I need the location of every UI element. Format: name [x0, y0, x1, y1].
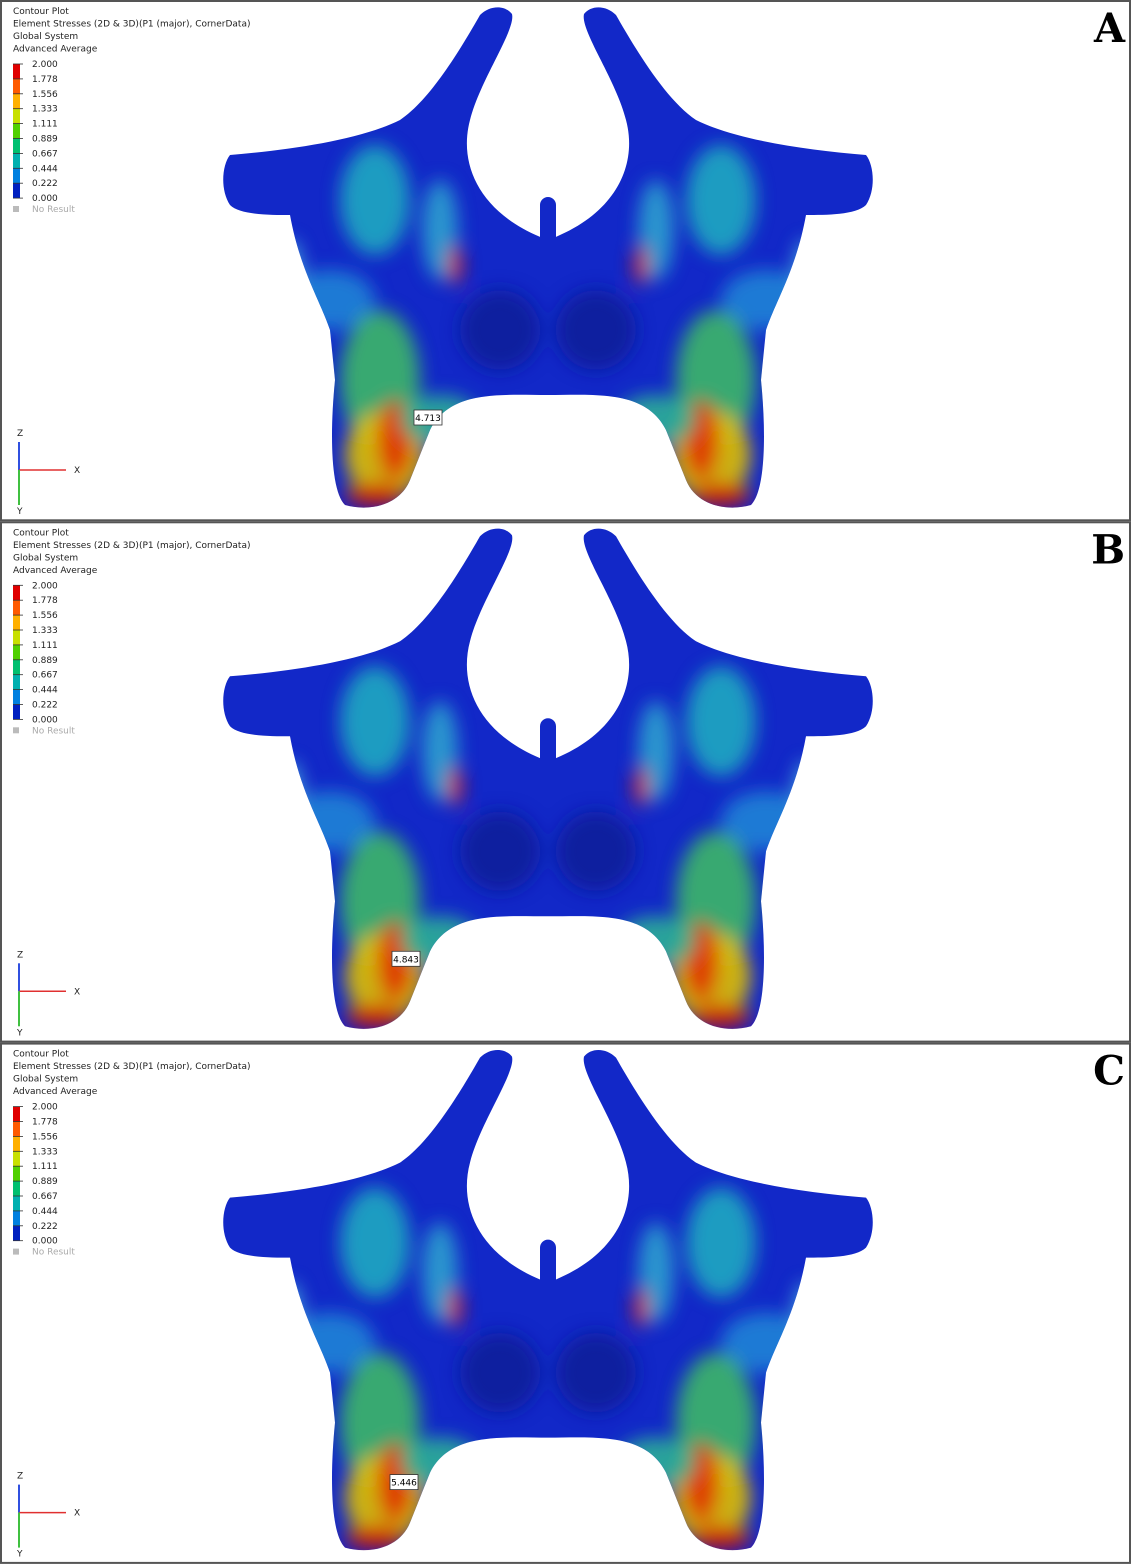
legend-swatch — [13, 1166, 20, 1181]
x-label: X — [74, 466, 80, 476]
legend-swatch — [13, 1136, 20, 1151]
legend-swatch — [13, 168, 20, 183]
header-line: Global System — [13, 32, 78, 42]
header-line: Advanced Average — [13, 566, 98, 576]
panel-label: A — [1093, 5, 1126, 52]
panel: Contour Plot Element Stresses (2D & 3D)(P… — [0, 0, 1131, 521]
header-line: Contour Plot — [13, 7, 69, 17]
legend-label: 1.333 — [32, 105, 58, 115]
legend-swatch — [13, 675, 20, 690]
legend-swatch — [13, 109, 20, 124]
legend-label: 0.889 — [32, 656, 58, 666]
no-result-label: No Result — [32, 205, 75, 215]
legend-swatch — [13, 600, 20, 615]
legend-swatch — [13, 183, 20, 198]
legend-label: 0.222 — [32, 1222, 58, 1232]
y-label: Y — [16, 1028, 23, 1038]
z-label: Z — [17, 950, 23, 960]
no-result-swatch — [13, 1249, 19, 1255]
legend-swatch — [13, 1211, 20, 1226]
legend-label: 0.000 — [32, 194, 58, 204]
header-line: Advanced Average — [13, 1087, 98, 1097]
legend-swatch — [13, 1107, 20, 1122]
legend-label: 0.000 — [32, 715, 58, 725]
no-result-swatch — [13, 206, 19, 212]
x-label: X — [74, 1509, 80, 1519]
header-line: Advanced Average — [13, 45, 98, 55]
no-result-swatch — [13, 727, 19, 733]
legend-label: 2.000 — [32, 581, 58, 591]
legend-label: 0.222 — [32, 701, 58, 711]
legend-label: 0.444 — [32, 164, 58, 174]
legend-swatch — [13, 64, 20, 79]
legend-swatch — [13, 139, 20, 154]
legend-label: 0.889 — [32, 135, 58, 145]
legend-swatch — [13, 615, 20, 630]
legend-swatch — [13, 79, 20, 94]
legend-label: 0.222 — [32, 179, 58, 189]
legend-label: 1.778 — [32, 75, 58, 85]
max-label: 5.446 — [391, 1479, 417, 1489]
legend-swatch — [13, 645, 20, 660]
panel-label: C — [1093, 1048, 1125, 1095]
legend-swatch — [13, 124, 20, 139]
legend-swatch — [13, 1226, 20, 1241]
legend-label: 0.444 — [32, 686, 58, 696]
legend-label: 1.111 — [32, 641, 58, 651]
legend-swatch — [13, 1196, 20, 1211]
x-label: X — [74, 987, 80, 997]
legend-label: 0.889 — [32, 1177, 58, 1187]
header-line: Contour Plot — [13, 528, 69, 538]
panel: Contour Plot Element Stresses (2D & 3D)(P… — [0, 521, 1131, 1042]
legend-label: 0.000 — [32, 1237, 58, 1247]
no-result-label: No Result — [32, 726, 75, 736]
z-label: Z — [17, 429, 23, 439]
max-label: 4.843 — [393, 955, 419, 965]
figure: Contour Plot Element Stresses (2D & 3D)(P… — [0, 0, 1131, 1564]
legend-label: 2.000 — [32, 1103, 58, 1113]
legend-label: 1.333 — [32, 1147, 58, 1157]
legend-label: 1.778 — [32, 1118, 58, 1128]
page: {"panels": [ {"label": "A", "header": ["… — [0, 0, 1131, 1564]
legend-label: 1.111 — [32, 1162, 58, 1172]
header-line: Global System — [13, 553, 78, 563]
legend-swatch — [13, 690, 20, 705]
header-line: Global System — [13, 1075, 78, 1085]
legend-swatch — [13, 1181, 20, 1196]
legend-label: 1.556 — [32, 1132, 58, 1142]
legend-swatch — [13, 630, 20, 645]
header-line: Contour Plot — [13, 1050, 69, 1060]
legend-swatch — [13, 660, 20, 675]
legend-swatch — [13, 1122, 20, 1137]
y-label: Y — [16, 1550, 23, 1560]
legend-label: 1.556 — [32, 611, 58, 621]
legend-label: 0.667 — [32, 1192, 58, 1202]
legend-swatch — [13, 585, 20, 600]
legend-label: 0.667 — [32, 149, 58, 159]
legend-label: 1.333 — [32, 626, 58, 636]
header-line: Element Stresses (2D & 3D)(P1 (major), C… — [13, 1062, 250, 1072]
legend-label: 1.556 — [32, 90, 58, 100]
legend-label: 1.778 — [32, 596, 58, 606]
panel: Contour Plot Element Stresses (2D & 3D)(P… — [0, 1043, 1131, 1564]
z-label: Z — [17, 1472, 23, 1482]
legend-label: 2.000 — [32, 60, 58, 70]
legend-label: 0.444 — [32, 1207, 58, 1217]
header-line: Element Stresses (2D & 3D)(P1 (major), C… — [13, 20, 250, 30]
legend-swatch — [13, 94, 20, 109]
no-result-label: No Result — [32, 1248, 75, 1258]
legend-swatch — [13, 1151, 20, 1166]
header-line: Element Stresses (2D & 3D)(P1 (major), C… — [13, 541, 250, 551]
legend-label: 0.667 — [32, 671, 58, 681]
panel-label: B — [1091, 526, 1125, 573]
max-label: 4.713 — [415, 414, 441, 424]
y-label: Y — [16, 507, 23, 517]
legend-label: 1.111 — [32, 120, 58, 130]
legend-swatch — [13, 705, 20, 720]
legend-swatch — [13, 153, 20, 168]
